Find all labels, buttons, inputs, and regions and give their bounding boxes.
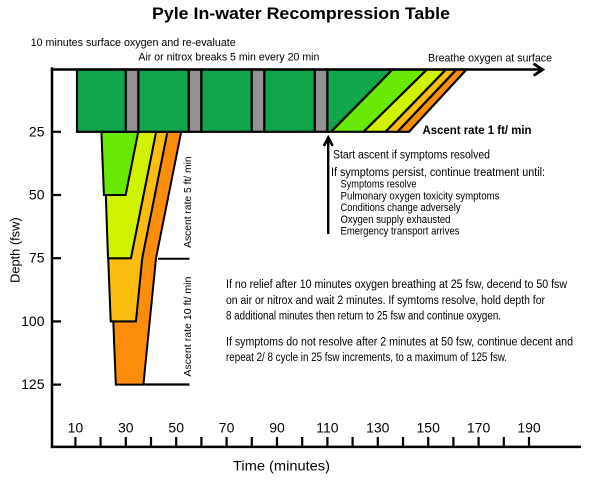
svg-text:on air or nitrox and wait 2 mi: on air or nitrox and wait 2 minutes. If …	[226, 295, 545, 307]
svg-text:If symptoms persist, continue: If symptoms persist, continue treatment …	[331, 167, 545, 179]
svg-text:Conditions change adversely: Conditions change adversely	[341, 202, 461, 214]
svg-text:75: 75	[29, 250, 45, 266]
svg-text:130: 130	[366, 420, 390, 436]
svg-text:Air or nitrox breaks 5 min eve: Air or nitrox breaks 5 min every 20 min	[138, 51, 319, 63]
svg-text:8 additional minutes then retu: 8 additional minutes then return to 25 f…	[226, 311, 501, 323]
svg-text:90: 90	[269, 420, 285, 436]
svg-text:Pyle In-water Recompression Ta: Pyle In-water Recompression Table	[152, 5, 450, 23]
svg-text:Pulmonary oxygen toxicity symp: Pulmonary oxygen toxicity symptoms	[341, 190, 500, 202]
svg-text:170: 170	[467, 420, 491, 436]
svg-text:If no relief after 10 minutes: If no relief after 10 minutes oxygen bre…	[226, 279, 568, 291]
svg-text:50: 50	[168, 420, 184, 436]
svg-text:110: 110	[316, 420, 339, 436]
svg-text:Oxygen supply exhausted: Oxygen supply exhausted	[341, 214, 451, 226]
svg-text:If symptoms do not resolve aft: If symptoms do not resolve after 2 minut…	[226, 336, 573, 348]
svg-text:70: 70	[219, 420, 235, 436]
svg-text:10: 10	[68, 420, 84, 436]
svg-text:125: 125	[21, 376, 45, 392]
svg-text:Time (minutes): Time (minutes)	[233, 458, 330, 473]
svg-text:repeat 2/ 8 cycle in 25 fsw in: repeat 2/ 8 cycle in 25 fsw increments, …	[226, 352, 507, 364]
svg-text:50: 50	[29, 187, 45, 203]
svg-text:Emergency transport arrives: Emergency transport arrives	[341, 226, 460, 238]
svg-text:10 minutes surface oxygen and: 10 minutes surface oxygen and re-evaluat…	[31, 37, 236, 49]
svg-text:190: 190	[517, 420, 541, 436]
svg-text:150: 150	[417, 420, 441, 436]
svg-text:100: 100	[21, 313, 45, 329]
svg-text:25: 25	[29, 123, 45, 139]
svg-text:Ascent rate 1 ft/ min: Ascent rate 1 ft/ min	[423, 123, 532, 137]
svg-text:Ascent rate 10 ft/ min: Ascent rate 10 ft/ min	[182, 276, 194, 376]
svg-text:Breathe oxygen at surface: Breathe oxygen at surface	[428, 52, 552, 64]
svg-text:Start ascent if symptoms resol: Start ascent if symptoms resolved	[333, 149, 490, 161]
svg-text:Ascent rate 5 ft/ min: Ascent rate 5 ft/ min	[182, 156, 194, 248]
svg-text:Depth (fsw): Depth (fsw)	[8, 217, 23, 283]
svg-text:30: 30	[118, 420, 134, 436]
svg-text:Symptoms resolve: Symptoms resolve	[341, 179, 417, 191]
